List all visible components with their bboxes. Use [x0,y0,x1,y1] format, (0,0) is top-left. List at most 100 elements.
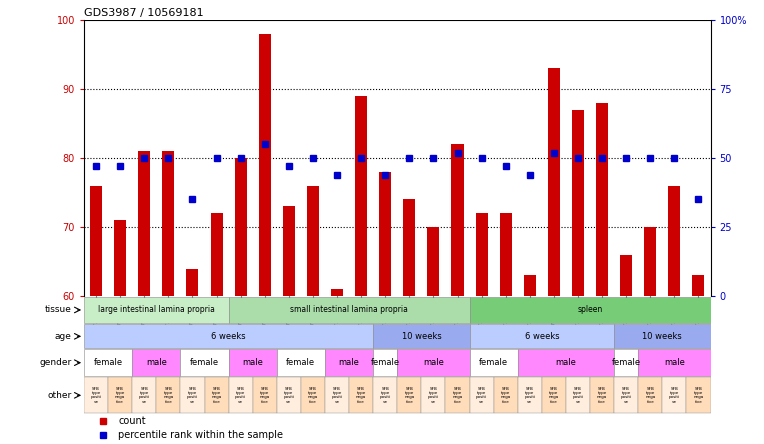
Text: SFB
type
positi
ve: SFB type positi ve [139,387,150,404]
Text: SFB
type
positi
ve: SFB type positi ve [524,387,536,404]
Bar [638,377,662,413]
Text: SFB
type
positi
ve: SFB type positi ve [187,387,198,404]
Text: female: female [286,358,316,367]
Bar [470,324,614,349]
Text: SFB
type
nega
tive: SFB type nega tive [260,387,270,404]
Text: SFB
type
nega
tive: SFB type nega tive [163,387,173,404]
Text: male: male [242,358,263,367]
Bar [228,377,253,413]
Text: SFB
type
positi
ve: SFB type positi ve [380,387,391,404]
Bar [157,377,180,413]
Bar [283,206,295,296]
Text: count: count [118,416,146,426]
Bar [325,377,349,413]
Bar [307,186,319,296]
Bar [452,144,464,296]
Bar [132,349,180,376]
Bar [668,186,681,296]
Bar [518,377,542,413]
Text: female: female [93,358,123,367]
Text: large intestinal lamina propria: large intestinal lamina propria [98,305,215,314]
Bar [445,377,470,413]
Text: SFB
type
nega
tive: SFB type nega tive [549,387,559,404]
Bar [138,151,151,296]
Text: SFB
type
nega
tive: SFB type nega tive [356,387,366,404]
Bar [397,377,422,413]
Bar [84,349,132,376]
Bar [590,377,614,413]
Bar [277,377,301,413]
Text: male: male [423,358,444,367]
Bar [638,349,711,376]
Text: SFB
type
positi
ve: SFB type positi ve [620,387,632,404]
Bar [349,377,373,413]
Text: SFB
type
nega
tive: SFB type nega tive [308,387,318,404]
Text: spleen: spleen [578,305,603,314]
Bar [163,151,174,296]
Text: SFB
type
nega
tive: SFB type nega tive [212,387,222,404]
Bar [228,349,277,376]
Text: male: male [555,358,576,367]
Bar [662,377,686,413]
Bar [325,349,373,376]
Text: 10 weeks: 10 weeks [643,332,682,341]
Text: female: female [371,358,400,367]
Bar [614,349,638,376]
Text: SFB
type
positi
ve: SFB type positi ve [235,387,246,404]
Bar [397,349,470,376]
Text: gender: gender [39,358,72,367]
Text: SFB
type
nega
tive: SFB type nega tive [500,387,511,404]
Bar [548,68,560,296]
Bar [277,349,325,376]
Bar [686,377,711,413]
Bar [422,377,445,413]
Bar [500,213,512,296]
Text: SFB
type
positi
ve: SFB type positi ve [283,387,294,404]
Text: SFB
type
positi
ve: SFB type positi ve [572,387,584,404]
Text: female: female [190,358,219,367]
Bar [470,349,518,376]
Bar [186,269,199,296]
Bar [403,199,416,296]
Bar [331,289,343,296]
Bar [494,377,518,413]
Text: small intestinal lamina propria: small intestinal lamina propria [290,305,408,314]
Text: GDS3987 / 10569181: GDS3987 / 10569181 [84,8,204,18]
Bar [84,324,373,349]
Text: female: female [479,358,508,367]
Text: percentile rank within the sample: percentile rank within the sample [118,430,283,440]
Bar [470,377,494,413]
Bar [180,349,228,376]
Bar [132,377,157,413]
Bar [524,275,536,296]
Bar [373,349,397,376]
Bar [235,158,247,296]
Bar [180,377,205,413]
Text: SFB
type
nega
tive: SFB type nega tive [404,387,414,404]
Bar [566,377,590,413]
Text: age: age [55,332,72,341]
Bar [259,34,270,296]
Bar [620,255,633,296]
Bar [108,377,132,413]
Bar [253,377,277,413]
Text: 10 weeks: 10 weeks [402,332,442,341]
Text: SFB
type
positi
ve: SFB type positi ve [332,387,342,404]
Text: SFB
type
nega
tive: SFB type nega tive [597,387,607,404]
Bar [470,297,711,323]
Bar [572,110,584,296]
Bar [518,349,614,376]
Text: male: male [664,358,685,367]
Bar [542,377,566,413]
Bar [211,213,222,296]
Bar [596,103,608,296]
Text: tissue: tissue [44,305,72,314]
Text: SFB
type
nega
tive: SFB type nega tive [694,387,704,404]
Bar [379,172,391,296]
Bar [614,324,711,349]
Bar [205,377,228,413]
Bar [84,297,228,323]
Bar [228,297,470,323]
Text: 6 weeks: 6 weeks [212,332,246,341]
Text: SFB
type
positi
ve: SFB type positi ve [668,387,680,404]
